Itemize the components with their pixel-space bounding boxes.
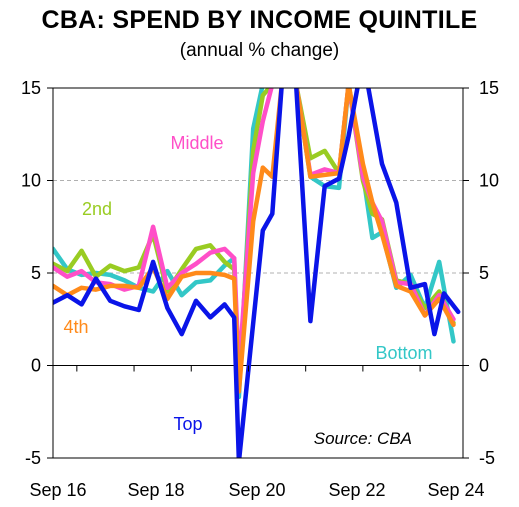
series-label-top: Top	[173, 414, 202, 434]
x-tick-label: Sep 20	[228, 480, 285, 500]
y-tick-label-right: 5	[479, 263, 489, 283]
chart-subtitle: (annual % change)	[179, 40, 340, 61]
series-label-bottom: Bottom	[375, 343, 432, 363]
series-lines	[53, 88, 461, 458]
series-label-2nd: 2nd	[82, 199, 112, 219]
series-line-top	[53, 88, 461, 458]
x-tick-label: Sep 16	[29, 480, 86, 500]
x-tick-label: Sep 24	[427, 480, 484, 500]
series-label-middle: Middle	[170, 133, 223, 153]
x-axis: Sep 16 Sep 18 Sep 20 Sep 22 Sep 24	[29, 365, 485, 500]
source-note: Source: CBA	[314, 429, 412, 448]
x-tick-label: Sep 18	[127, 480, 184, 500]
series-labels: Middle 2nd 4th Bottom Top	[63, 133, 432, 434]
y-tick-label-right: 10	[479, 171, 499, 191]
x-tick-label: Sep 22	[328, 480, 385, 500]
chart-title: CBA: SPEND BY INCOME QUINTILE	[41, 6, 478, 34]
y-tick-label-right: 15	[479, 78, 499, 98]
y-tick-label-left: 15	[21, 78, 41, 98]
y-tick-label-left: -5	[25, 448, 41, 468]
y-axis: -5 -5 0 0 5 5 10 10 15 15	[21, 78, 499, 468]
y-tick-label-left: 5	[31, 263, 41, 283]
y-tick-label-right: -5	[479, 448, 495, 468]
y-tick-label-left: 10	[21, 171, 41, 191]
y-tick-label-right: 0	[479, 356, 489, 376]
y-tick-label-left: 0	[31, 356, 41, 376]
series-line-4th	[53, 88, 456, 394]
series-label-4th: 4th	[63, 317, 88, 337]
series-line-middle	[53, 88, 456, 374]
